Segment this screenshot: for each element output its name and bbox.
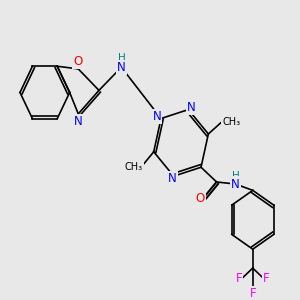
Text: H: H <box>232 171 240 181</box>
Text: N: N <box>187 101 196 114</box>
Text: O: O <box>196 192 205 205</box>
Text: N: N <box>117 61 126 74</box>
Text: N: N <box>74 115 83 128</box>
Text: O: O <box>74 55 83 68</box>
Text: N: N <box>231 178 240 190</box>
Text: CH₃: CH₃ <box>222 117 240 127</box>
Text: F: F <box>263 272 270 285</box>
Text: N: N <box>152 110 161 123</box>
Text: CH₃: CH₃ <box>125 161 143 172</box>
Text: F: F <box>249 287 256 300</box>
Text: H: H <box>118 53 125 63</box>
Text: F: F <box>236 272 242 285</box>
Text: N: N <box>168 172 176 185</box>
